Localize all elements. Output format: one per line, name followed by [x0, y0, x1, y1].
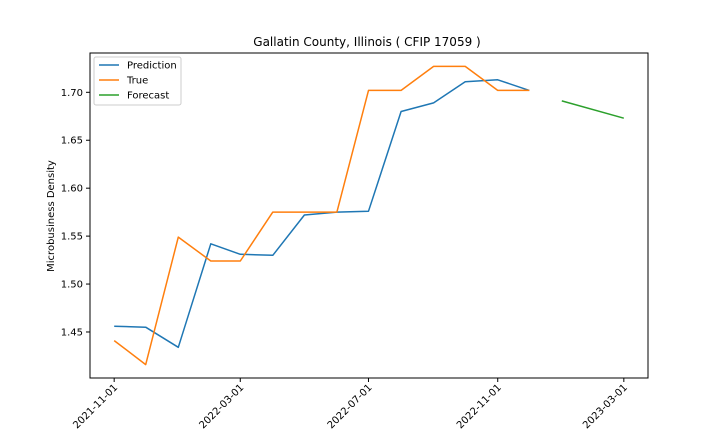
- y-tick-label: 1.60: [61, 184, 83, 195]
- plot-area: [113, 65, 625, 366]
- y-axis: 1.45 1.50 1.55 1.60 1.65 1.70: [61, 88, 90, 338]
- y-tick-label: 1.45: [61, 327, 83, 338]
- y-tick-label: 1.55: [61, 232, 83, 243]
- legend-label-prediction: Prediction: [127, 61, 177, 72]
- series-line-prediction: [114, 79, 530, 349]
- series-line-true: [113, 65, 530, 366]
- series-line-forecast: [561, 100, 625, 119]
- y-axis-title: Microbusiness Density: [46, 160, 57, 272]
- x-tick-label: 2021-11-01: [71, 382, 120, 431]
- x-tick-label: 2022-11-01: [455, 382, 504, 431]
- y-tick-label: 1.70: [61, 88, 83, 99]
- x-axis: 2021-11-01 2022-03-01 2022-07-01 2022-11-01…: [71, 378, 630, 431]
- plot-frame: [89, 52, 649, 379]
- legend-label-true: True: [126, 76, 148, 87]
- x-tick-label: 2022-07-01: [326, 382, 375, 431]
- x-tick-label: 2023-03-01: [581, 382, 630, 431]
- legend-box: [93, 56, 182, 106]
- x-tick-label: 2022-03-01: [198, 382, 247, 431]
- chart-title: Gallatin County, Illinois ( CFIP 17059 ): [253, 35, 480, 49]
- legend-label-forecast: Forecast: [127, 91, 169, 102]
- y-tick-label: 1.50: [61, 280, 83, 291]
- legend: Prediction True Forecast: [93, 56, 182, 106]
- y-tick-label: 1.65: [61, 136, 83, 147]
